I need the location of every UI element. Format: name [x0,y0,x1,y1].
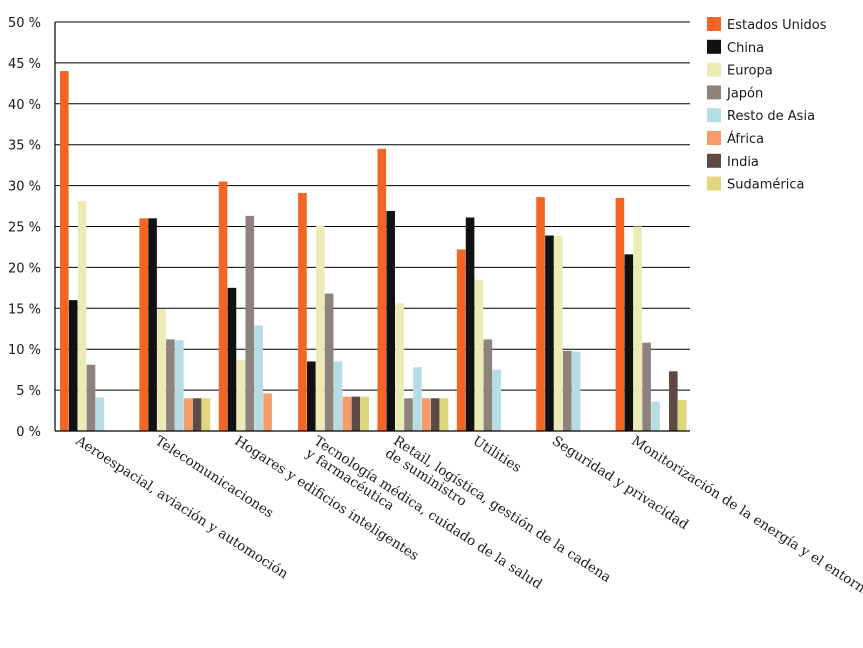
bars [60,71,687,432]
bar [492,369,502,431]
y-tick-label: 45 % [8,57,41,72]
legend-swatch [707,39,721,54]
bar [245,215,255,431]
bar [677,399,687,431]
bar [183,398,193,431]
bar [474,279,484,431]
bar [315,225,325,431]
bar [395,303,404,431]
y-tick-label: 30 % [8,180,41,195]
bar [139,218,148,431]
x-axis-labels: Aeroespacial, aviación y automociónTelec… [72,432,863,600]
legend-swatch [707,85,721,100]
bar [615,197,625,431]
legend-swatch [707,153,721,168]
legend-label: Resto de Asia [727,109,815,124]
bar [351,396,361,431]
legend-label: China [727,41,764,56]
bar [174,340,184,431]
y-tick-label: 40 % [8,98,41,113]
x-category-label: Seguridad y privacidad [549,433,692,533]
bar [562,350,572,431]
bar [298,192,307,431]
bar [377,148,387,432]
bar [201,398,211,431]
bar [236,359,246,431]
bar [571,351,581,431]
bar [430,398,440,431]
bar [68,300,78,431]
bar [95,397,105,431]
legend-label: Estados Unidos [727,18,827,33]
bar [307,361,316,431]
legend-swatch [707,108,721,123]
bar [86,364,96,431]
legend-swatch [707,176,721,191]
bar [148,218,157,431]
legend-swatch [707,17,721,31]
bar [651,401,660,431]
bar [669,371,678,431]
legend-swatch [707,62,721,77]
bar [404,398,413,431]
bar [360,396,370,431]
y-tick-label: 0 % [16,425,41,440]
bar [465,217,475,431]
bar [413,367,422,431]
bar [218,181,228,431]
bar [386,210,395,431]
bar [333,361,343,431]
bar [192,398,202,431]
bar [227,287,237,431]
y-tick-label: 15 % [8,302,41,317]
bar [254,325,263,431]
y-tick-label: 20 % [8,261,41,276]
bar [166,339,175,431]
bar [483,339,493,431]
bar [324,293,334,431]
bar [422,398,431,431]
bar [624,254,634,431]
legend-label: Sudamérica [727,178,804,193]
bar [342,396,352,431]
y-tick-label: 50 % [8,16,41,31]
legend-label: Japón [726,86,763,101]
axes [54,22,690,432]
bar [456,249,466,431]
bar [77,201,87,431]
legend-label: Europa [727,64,773,79]
bar [642,342,651,431]
x-category-label: Utilities [470,433,524,476]
y-axis-ticks: 0 % 5 % 10 % 15 % 20 % 25 % 30 % 35 % 40 % 45 % 50… [8,16,41,440]
bar [554,235,563,431]
legend-swatch [707,131,721,145]
bar [263,393,272,431]
y-tick-label: 25 % [8,221,41,236]
y-tick-label: 5 % [16,384,41,399]
legend: Estados Unidos China Europa Japón Resto de A… [707,17,827,193]
y-tick-label: 10 % [8,343,41,358]
bar [439,398,449,431]
bar [633,226,643,431]
y-tick-label: 35 % [8,139,41,154]
legend-label: India [727,155,759,170]
legend-label: África [727,131,764,147]
bar [60,71,69,431]
bar [157,309,166,431]
bar [545,235,554,431]
bar [536,197,545,431]
